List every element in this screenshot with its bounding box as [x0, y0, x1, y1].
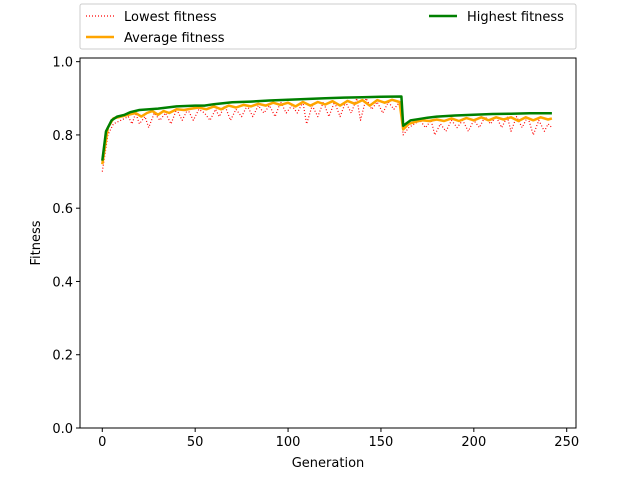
- x-tick-label: 250: [554, 435, 579, 450]
- x-tick-label: 200: [461, 435, 486, 450]
- y-tick-label: 0.2: [52, 349, 73, 364]
- legend-label-lowest-fitness: Lowest fitness: [124, 10, 217, 25]
- y-tick-label: 0.6: [52, 202, 73, 217]
- x-tick-label: 0: [98, 435, 106, 450]
- y-tick-label: 1.0: [52, 56, 73, 71]
- legend-label-average-fitness: Average fitness: [124, 31, 225, 46]
- series-layer: [101, 95, 553, 172]
- y-tick-label: 0.0: [52, 422, 73, 437]
- x-tick-label: 100: [276, 435, 301, 450]
- y-tick-label: 0.4: [52, 275, 73, 290]
- legend: Lowest fitness Average fitness Highest f…: [79, 3, 577, 50]
- x-tick-label: 50: [187, 435, 204, 450]
- x-axis-label: Generation: [292, 456, 365, 471]
- y-axis-ticks: 0.0 0.2 0.4 0.6 0.8 1.0: [52, 56, 80, 437]
- legend-label-highest-fitness: Highest fitness: [467, 10, 564, 25]
- plot-area: [79, 57, 577, 429]
- series-line-highest-fitness: [101, 95, 552, 161]
- x-axis-ticks: 0 50 100 150 200 250: [98, 428, 579, 450]
- y-tick-label: 0.8: [52, 129, 73, 144]
- y-axis-label: Fitness: [29, 220, 44, 265]
- series-line-average-fitness: [101, 98, 553, 165]
- x-tick-label: 150: [369, 435, 394, 450]
